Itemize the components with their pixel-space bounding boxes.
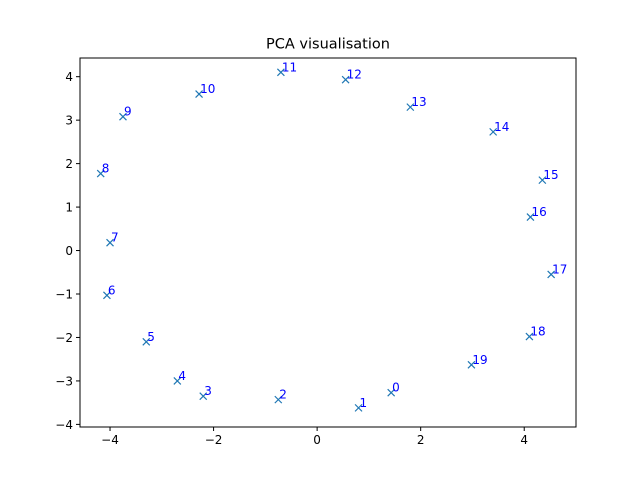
point-label: 0 [392, 381, 400, 395]
x-marker [525, 332, 534, 341]
point-label: 5 [147, 330, 155, 344]
data-point [406, 103, 415, 112]
data-point [387, 388, 396, 397]
data-point [106, 238, 114, 247]
point-label: 15 [543, 168, 558, 182]
x-marker [526, 213, 535, 221]
data-point [467, 360, 476, 369]
point-label: 4 [178, 369, 186, 383]
data-point [195, 90, 204, 98]
data-point [547, 270, 556, 279]
y-tick-label: 0 [65, 244, 73, 258]
data-point [538, 176, 547, 185]
x-tick-label: 0 [313, 433, 321, 447]
axes-frame [79, 57, 577, 428]
point-label: 12 [347, 68, 362, 82]
data-point [354, 403, 363, 412]
x-marker [274, 395, 283, 404]
x-tick-label: 2 [417, 433, 425, 447]
point-label: 18 [530, 325, 545, 339]
data-point [525, 332, 534, 341]
x-marker [96, 169, 105, 178]
x-marker [406, 103, 415, 112]
x-marker [102, 291, 111, 300]
chart-title: PCA visualisation [266, 37, 390, 53]
data-point [489, 127, 498, 136]
data-point [276, 68, 285, 77]
x-marker [538, 176, 547, 185]
point-label: 1 [360, 396, 368, 410]
x-marker [142, 337, 151, 346]
x-marker [106, 238, 114, 247]
point-label: 7 [111, 231, 119, 245]
x-marker [341, 75, 350, 84]
x-tick-label: 4 [520, 433, 528, 447]
x-marker [354, 403, 363, 412]
x-marker [276, 68, 285, 77]
data-point [274, 395, 283, 404]
data-point [173, 377, 182, 385]
x-tick-label: −2 [205, 433, 223, 447]
x-marker [119, 112, 127, 121]
y-tick-label: −4 [55, 418, 73, 432]
y-tick-label: 4 [65, 70, 73, 84]
data-point [96, 169, 105, 178]
data-point [142, 337, 151, 346]
y-tick-label: 1 [65, 201, 73, 215]
point-label: 6 [108, 283, 116, 297]
y-tick-label: −1 [55, 288, 73, 302]
x-marker [467, 360, 476, 369]
point-label: 10 [200, 82, 215, 96]
point-label: 16 [531, 205, 546, 219]
point-label: 17 [552, 262, 567, 276]
data-point [199, 392, 208, 401]
y-tick-label: −2 [55, 331, 73, 345]
point-label: 8 [102, 162, 110, 176]
data-point [102, 291, 111, 300]
x-marker [387, 388, 396, 397]
x-marker [489, 127, 498, 136]
point-label: 9 [124, 105, 132, 119]
x-marker [195, 90, 204, 98]
point-label: 3 [204, 384, 212, 398]
x-tick-label: −4 [101, 433, 119, 447]
y-tick-label: 3 [65, 114, 73, 128]
data-point [119, 112, 127, 121]
point-label: 14 [494, 120, 509, 134]
point-label: 13 [411, 95, 426, 109]
point-label: 11 [282, 60, 297, 74]
data-point [526, 213, 535, 221]
y-tick-label: 2 [65, 157, 73, 171]
y-tick-label: −3 [55, 374, 73, 388]
x-marker [547, 270, 556, 279]
data-point [341, 75, 350, 84]
point-label: 19 [472, 353, 487, 367]
x-marker [199, 392, 208, 401]
point-label: 2 [279, 388, 287, 402]
x-marker [173, 377, 182, 385]
